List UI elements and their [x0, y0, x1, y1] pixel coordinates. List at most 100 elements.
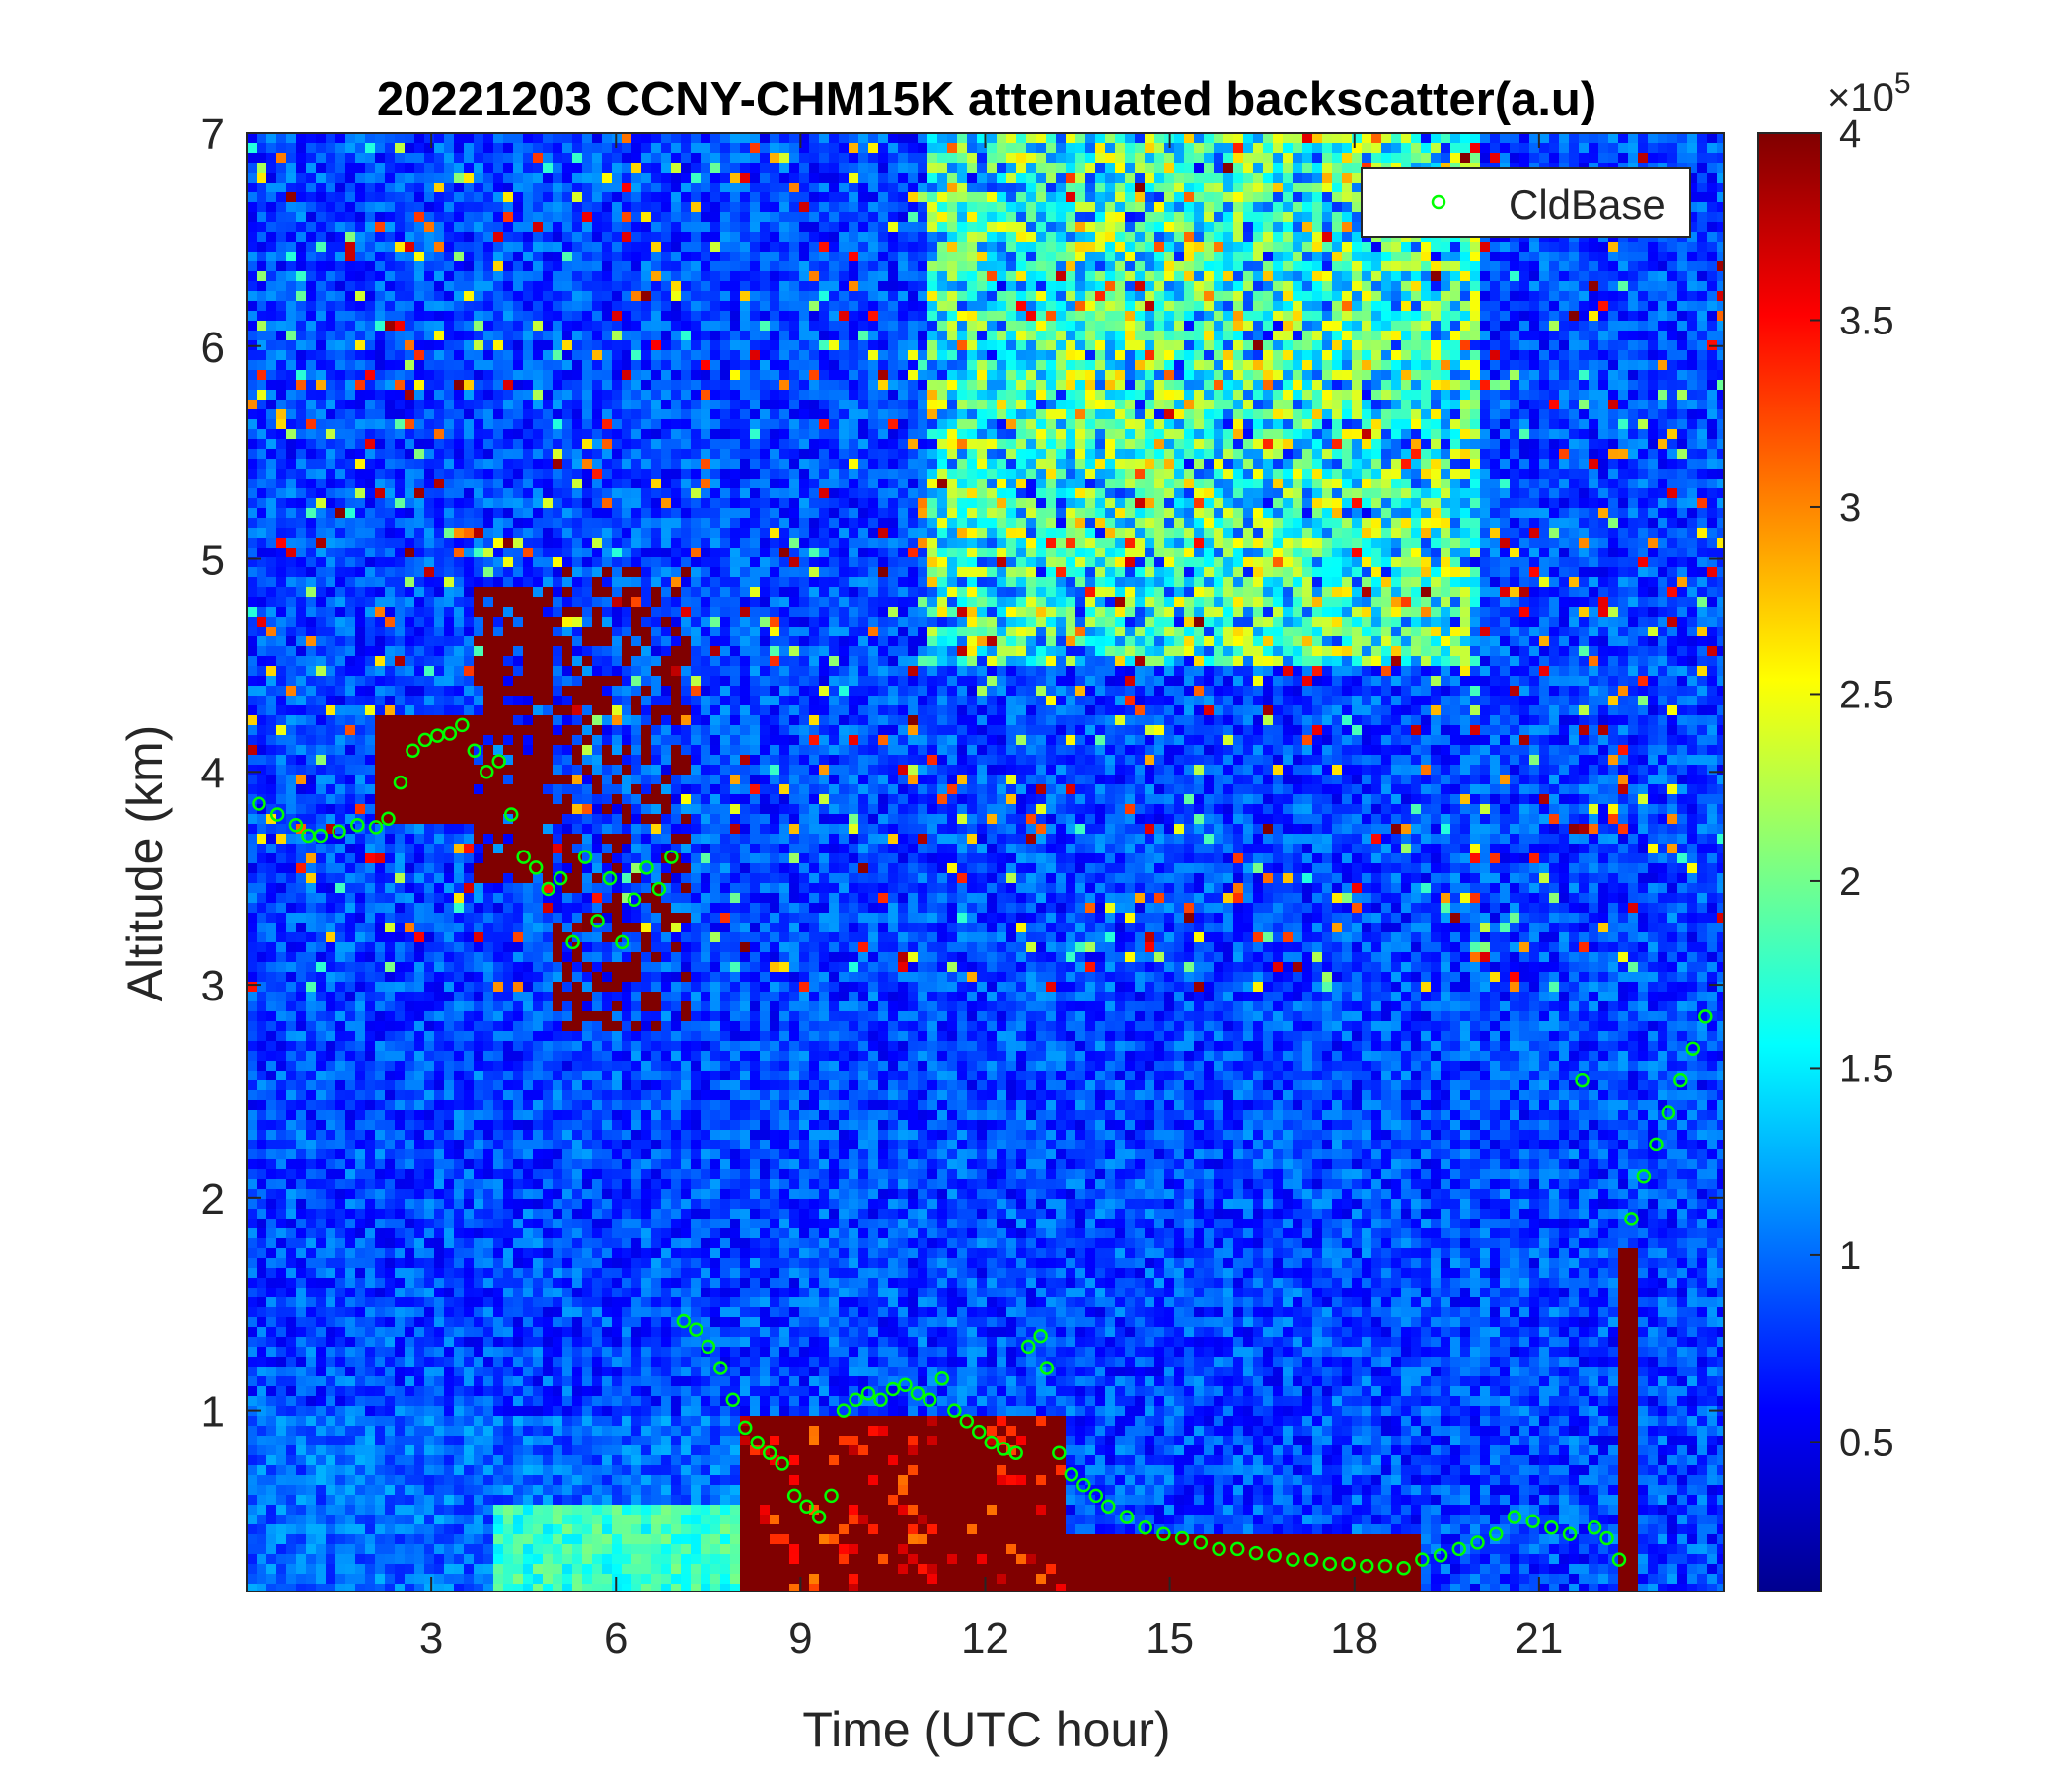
heatmap-cell — [434, 1199, 444, 1209]
heatmap-cell — [385, 340, 395, 350]
heatmap-cell — [405, 370, 414, 380]
heatmap-cell — [424, 1524, 434, 1534]
heatmap-cell — [543, 824, 553, 834]
heatmap-cell — [543, 291, 553, 301]
heatmap-cell — [503, 1347, 513, 1357]
heatmap-cell — [296, 1396, 306, 1406]
heatmap-cell — [316, 163, 326, 173]
heatmap-cell — [405, 1554, 414, 1564]
heatmap-cell — [385, 1297, 395, 1307]
heatmap-cell — [474, 360, 483, 370]
heatmap-cell — [483, 735, 493, 745]
heatmap-cell — [493, 1445, 503, 1455]
heatmap-cell — [464, 1515, 474, 1524]
heatmap-cell — [385, 1367, 395, 1376]
heatmap-cell — [276, 1327, 286, 1337]
heatmap-cell — [553, 301, 562, 311]
heatmap-cell — [543, 1554, 553, 1564]
heatmap-cell — [464, 479, 474, 488]
heatmap-cell — [365, 1061, 375, 1071]
heatmap-cell — [365, 1011, 375, 1021]
heatmap-cell — [355, 1564, 365, 1574]
heatmap-cell — [513, 291, 523, 301]
heatmap-cell — [572, 528, 582, 538]
heatmap-cell — [523, 459, 533, 469]
heatmap-cell — [316, 1179, 326, 1189]
heatmap-cell — [513, 1534, 523, 1544]
heatmap-cell — [257, 1554, 266, 1564]
heatmap-cell — [355, 459, 365, 469]
heatmap-cell — [385, 577, 395, 587]
heatmap-cell — [474, 775, 483, 784]
heatmap-cell — [395, 439, 405, 449]
heatmap-cell — [493, 1564, 503, 1574]
heatmap-cell — [405, 1258, 414, 1268]
heatmap-cell — [316, 1228, 326, 1238]
heatmap-cell — [543, 765, 553, 775]
heatmap-cell — [375, 1426, 385, 1436]
heatmap-cell — [523, 735, 533, 745]
heatmap-cell — [424, 784, 434, 794]
heatmap-cell — [335, 469, 345, 479]
heatmap-cell — [286, 1426, 296, 1436]
heatmap-cell — [296, 1465, 306, 1475]
heatmap-cell — [503, 1465, 513, 1475]
heatmap-cell — [414, 1149, 424, 1159]
heatmap-cell — [296, 1051, 306, 1061]
heatmap-cell — [533, 863, 543, 873]
heatmap-cell — [474, 1120, 483, 1130]
heatmap-cell — [266, 1100, 276, 1110]
heatmap-cell — [306, 1278, 316, 1288]
heatmap-cell — [513, 1209, 523, 1219]
heatmap-cell — [257, 873, 266, 883]
heatmap-cell — [493, 1061, 503, 1071]
heatmap-cell — [513, 557, 523, 567]
heatmap-cell — [395, 824, 405, 834]
heatmap-cell — [266, 1465, 276, 1475]
heatmap-cell — [405, 1288, 414, 1297]
heatmap-cell — [286, 913, 296, 923]
heatmap-cell — [474, 340, 483, 350]
heatmap-cell — [385, 636, 395, 646]
heatmap-cell — [355, 1238, 365, 1248]
heatmap-cell — [326, 488, 335, 498]
heatmap-cell — [444, 202, 454, 212]
heatmap-cell — [286, 311, 296, 321]
heatmap-cell — [434, 686, 444, 696]
heatmap-cell — [266, 1130, 276, 1140]
heatmap-cell — [493, 1544, 503, 1554]
heatmap-cell — [434, 873, 444, 883]
heatmap-cell — [345, 1475, 355, 1485]
heatmap-cell — [572, 400, 582, 409]
heatmap-cell — [257, 1376, 266, 1386]
heatmap-cell — [276, 1495, 286, 1505]
heatmap-cell — [414, 469, 424, 479]
heatmap-cell — [266, 331, 276, 340]
heatmap-cell — [553, 1021, 562, 1031]
heatmap-cell — [405, 1534, 414, 1544]
heatmap-cell — [503, 1574, 513, 1584]
heatmap-cell — [306, 567, 316, 577]
heatmap-cell — [326, 1159, 335, 1169]
heatmap-cell — [553, 1317, 562, 1327]
heatmap-cell — [572, 873, 582, 883]
heatmap-cell — [365, 853, 375, 863]
heatmap-cell — [395, 271, 405, 281]
heatmap-cell — [296, 557, 306, 567]
heatmap-cell — [286, 1376, 296, 1386]
heatmap-cell — [493, 1021, 503, 1031]
heatmap-cell — [444, 1396, 454, 1406]
heatmap-cell — [434, 765, 444, 775]
heatmap-cell — [434, 903, 444, 913]
heatmap-cell — [326, 143, 335, 153]
heatmap-cell — [286, 982, 296, 992]
heatmap-cell — [355, 1436, 365, 1445]
heatmap-cell — [395, 370, 405, 380]
heatmap-cell — [395, 409, 405, 419]
heatmap-cell — [572, 617, 582, 627]
heatmap-cell — [434, 1228, 444, 1238]
heatmap-cell — [316, 1061, 326, 1071]
heatmap-cell — [414, 1031, 424, 1041]
heatmap-cell — [483, 400, 493, 409]
heatmap-cell — [474, 705, 483, 715]
